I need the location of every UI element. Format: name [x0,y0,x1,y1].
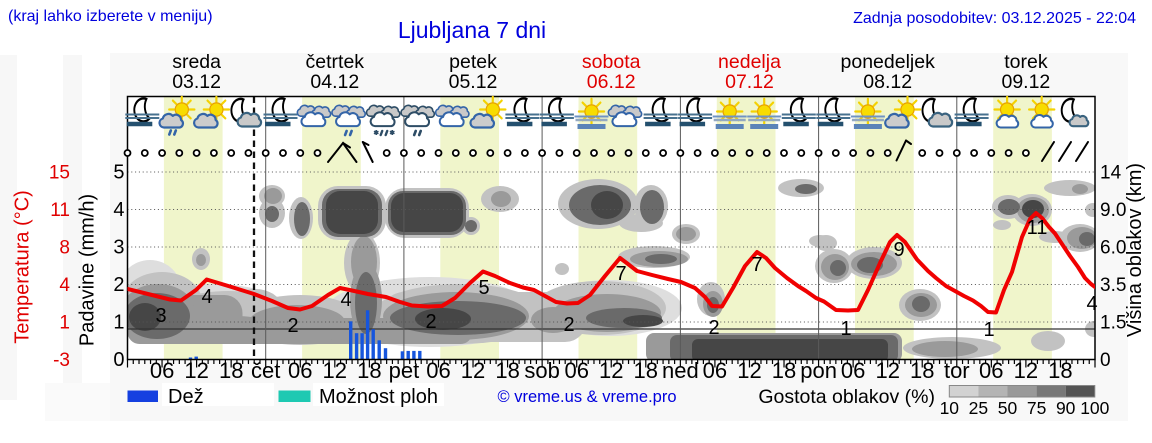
svg-text:torek: torek [1004,51,1048,73]
svg-text:2: 2 [563,314,574,336]
svg-text:Možnost ploh: Možnost ploh [319,386,438,408]
svg-text:sob: sob [524,358,559,383]
svg-text:Ljubljana 7 dni: Ljubljana 7 dni [398,17,546,43]
svg-text:06: 06 [288,358,312,383]
svg-text:14: 14 [1100,163,1122,184]
svg-text:(kraj lahko izberete v meniju): (kraj lahko izberete v meniju) [8,8,213,25]
svg-text:11: 11 [50,200,70,221]
svg-text:18: 18 [634,358,658,383]
svg-text:07.12: 07.12 [725,71,774,93]
svg-text:06: 06 [564,358,588,383]
svg-text:90: 90 [1056,398,1076,418]
svg-text:06: 06 [841,358,865,383]
svg-text:12: 12 [461,358,485,383]
svg-text:Padavine (mm/h): Padavine (mm/h) [77,194,99,346]
svg-text:09.12: 09.12 [1001,71,1050,93]
svg-text:1: 1 [59,313,70,334]
svg-text:11: 11 [1027,217,1048,239]
svg-text:ned: ned [662,358,699,383]
svg-text:ponedeljek: ponedeljek [841,51,936,73]
svg-text:4: 4 [113,199,124,221]
svg-text:15: 15 [49,163,70,184]
svg-text:08.12: 08.12 [863,71,912,93]
svg-text:06.12: 06.12 [587,71,636,93]
svg-text:nedelja: nedelja [718,51,781,73]
svg-text:100: 100 [1080,398,1109,418]
svg-text:3: 3 [155,305,166,327]
svg-text:18: 18 [910,358,934,383]
svg-text:3.5: 3.5 [1100,275,1126,296]
svg-text:4: 4 [201,286,212,308]
svg-text:Gostota oblakov (%): Gostota oblakov (%) [758,386,935,408]
svg-text:06: 06 [426,358,450,383]
svg-text:tor: tor [944,358,970,383]
svg-text:2: 2 [287,315,298,337]
svg-text:25: 25 [969,398,988,418]
svg-text:1: 1 [113,312,124,334]
svg-text:4: 4 [1086,293,1097,315]
svg-text:12: 12 [599,358,623,383]
svg-text:četrtek: četrtek [306,51,365,73]
svg-text:3: 3 [113,237,124,259]
svg-text:8: 8 [59,238,70,259]
svg-text:Temperatura (°C): Temperatura (°C) [12,190,34,344]
svg-text:4: 4 [340,289,351,311]
svg-text:0: 0 [113,349,124,371]
svg-text:Zadnja posodobitev: 03.12.2025: Zadnja posodobitev: 03.12.2025 - 22:04 [853,10,1136,27]
svg-text:2: 2 [425,311,436,333]
svg-text:6.0: 6.0 [1100,238,1126,259]
svg-text:2: 2 [113,274,124,296]
svg-text:18: 18 [219,358,243,383]
svg-text:05.12: 05.12 [449,71,498,93]
svg-text:5: 5 [478,277,489,299]
svg-text:petek: petek [449,51,497,73]
svg-text:-3: -3 [53,350,70,371]
svg-text:12: 12 [875,358,899,383]
svg-text:© vreme.us & vreme.pro: © vreme.us & vreme.pro [497,388,676,406]
svg-text:12: 12 [184,358,208,383]
svg-text:06: 06 [979,358,1003,383]
svg-text:18: 18 [1048,358,1072,383]
svg-text:7: 7 [615,263,626,285]
svg-text:50: 50 [998,398,1018,418]
svg-text:18: 18 [772,358,796,383]
svg-text:12: 12 [1014,358,1038,383]
svg-text:0: 0 [1100,350,1111,371]
svg-text:75: 75 [1027,398,1046,418]
svg-text:06: 06 [703,358,727,383]
svg-text:04.12: 04.12 [310,71,359,93]
svg-text:Dež: Dež [168,386,204,408]
svg-text:18: 18 [357,358,381,383]
svg-text:06: 06 [150,358,174,383]
svg-text:1: 1 [840,318,851,340]
svg-text:1.5: 1.5 [1100,313,1126,334]
svg-text:5: 5 [113,162,124,184]
svg-text:03.12: 03.12 [172,71,221,93]
svg-text:12: 12 [323,358,347,383]
svg-text:9.0: 9.0 [1100,200,1126,221]
svg-text:čet: čet [251,358,280,383]
svg-text:2: 2 [708,317,719,339]
svg-text:pon: pon [800,358,837,383]
svg-text:7: 7 [751,254,762,276]
svg-text:10: 10 [940,398,960,418]
svg-text:Višina oblakov (km): Višina oblakov (km) [1124,163,1146,337]
svg-text:sobota: sobota [582,51,641,73]
svg-text:18: 18 [495,358,519,383]
svg-text:pet: pet [389,358,420,383]
svg-text:12: 12 [737,358,761,383]
svg-text:sreda: sreda [172,51,221,73]
svg-text:4: 4 [59,275,70,296]
svg-text:9: 9 [893,239,904,261]
svg-text:1: 1 [983,319,994,341]
